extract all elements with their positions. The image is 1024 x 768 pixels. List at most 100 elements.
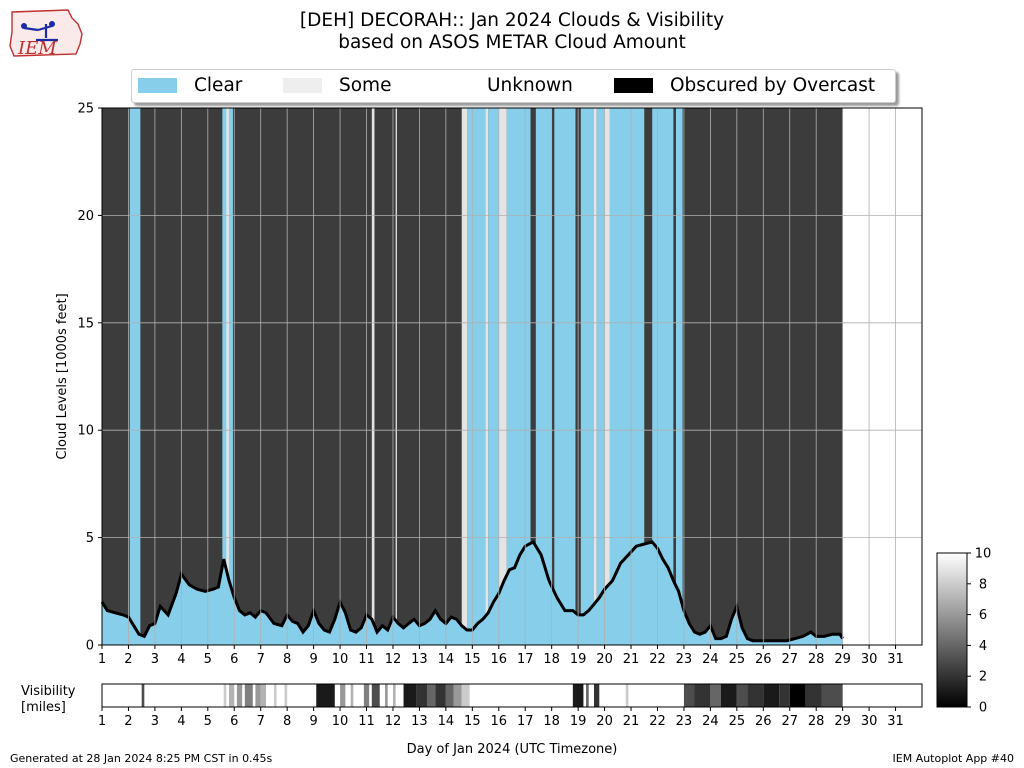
clear-period-2 [467,108,486,645]
footer-app: IEM Autoplot App #40 [892,752,1015,765]
visibility-segment-26 [625,684,629,707]
some-period-2 [395,108,397,645]
colorbar-tick-label-2: 2 [979,670,987,685]
vis-x-tick-label-2: 2 [124,714,132,729]
legend-swatch-clear [138,78,177,93]
visibility-segment-0 [141,684,145,707]
x-tick-label-4: 4 [177,652,185,667]
colorbar-tick-label-8: 8 [979,577,987,592]
x-tick-label-13: 13 [411,652,428,667]
vis-x-tick-label-22: 22 [649,714,666,729]
visibility-segment-1 [223,684,227,707]
visibility-segment-32 [747,684,764,707]
visibility-segment-14 [385,684,388,707]
x-tick-label-6: 6 [230,652,238,667]
clear-period-4 [506,108,531,645]
vis-x-tick-label-11: 11 [358,714,375,729]
x-tick-label-8: 8 [283,652,291,667]
y-tick-label-5: 5 [86,531,94,546]
visibility-label-line-1: [miles] [21,700,66,715]
y-tick-label-20: 20 [77,209,94,224]
visibility-segment-10 [340,684,346,707]
y-tick-label-25: 25 [77,102,94,117]
visibility-segment-24 [586,684,589,707]
legend-swatch-overcast [614,78,653,93]
logo-text: IEM [17,38,57,59]
some-period-1 [371,108,375,645]
visibility-segment-5 [255,684,261,707]
visibility-frame [101,683,923,708]
x-tick-label-16: 16 [491,652,508,667]
legend-label-overcast: Obscured by Overcast [670,75,876,96]
y-tick-label-15: 15 [77,316,94,331]
iem-logo: IEM [6,4,86,66]
x-tick-label-15: 15 [464,652,481,667]
x-tick-label-26: 26 [755,652,772,667]
x-tick-label-2: 2 [124,652,132,667]
clear-period-3 [488,108,499,645]
legend-swatch-unknown [431,78,470,93]
vis-x-tick-label-31: 31 [887,714,904,729]
vis-x-tick-label-8: 8 [283,714,291,729]
x-tick-label-18: 18 [543,652,560,667]
visibility-segment-9 [316,684,335,707]
vis-x-tick-label-15: 15 [464,714,481,729]
vis-x-tick-label-16: 16 [491,714,508,729]
vis-x-tick-label-21: 21 [623,714,640,729]
x-tick-label-24: 24 [702,652,719,667]
vis-x-tick-label-17: 17 [517,714,534,729]
x-axis-label: Day of Jan 2024 (UTC Timezone) [407,742,618,757]
vis-x-tick-label-10: 10 [332,714,349,729]
vis-x-tick-label-20: 20 [596,714,613,729]
x-tick-label-10: 10 [332,652,349,667]
vis-x-tick-label-1: 1 [98,714,106,729]
visibility-segment-4 [244,684,253,707]
legend: Clear Some Unknown Obscured by Overcast [131,69,896,103]
x-tick-label-14: 14 [438,652,455,667]
vis-x-tick-label-9: 9 [309,714,317,729]
visibility-segment-17 [416,684,428,707]
legend-label-some: Some [339,75,392,96]
colorbar-tick-label-4: 4 [979,639,987,654]
x-tick-label-30: 30 [861,652,878,667]
visibility-segment-8 [284,684,288,707]
visibility-segment-11 [350,684,354,707]
visibility-segment-6 [260,684,266,707]
x-tick-label-28: 28 [808,652,825,667]
visibility-segment-7 [273,684,277,707]
visibility-segment-12 [363,684,370,707]
colorbar-tick-label-0: 0 [979,701,987,716]
cloud-base-line [100,539,844,643]
visibility-segment-36 [805,684,822,707]
x-tick-label-20: 20 [596,652,613,667]
x-tick-label-3: 3 [151,652,159,667]
x-tick-label-11: 11 [358,652,375,667]
visibility-segment-15 [392,684,396,707]
x-tick-label-12: 12 [385,652,402,667]
x-tick-label-5: 5 [204,652,212,667]
x-tick-label-25: 25 [729,652,746,667]
clear-period-5 [535,108,552,645]
colorbar-tick-label-6: 6 [979,608,987,623]
some-period-7 [604,108,610,645]
visibility-segment-37 [821,684,843,707]
legend-label-clear: Clear [194,75,243,96]
visibility-segment-28 [694,684,711,707]
y-tick-label-0: 0 [86,639,94,654]
some-period-6 [594,108,597,645]
x-tick-label-21: 21 [623,652,640,667]
x-tick-label-7: 7 [257,652,265,667]
visibility-segment-16 [403,684,417,707]
plot-frame [101,107,923,646]
vis-x-tick-label-27: 27 [781,714,798,729]
clear-period-8 [596,108,605,645]
visibility-segment-33 [763,684,780,707]
some-period-4 [485,108,489,645]
visibility-segment-21 [453,684,462,707]
x-tick-label-17: 17 [517,652,534,667]
visibility-segment-13 [371,684,380,707]
chart-subtitle: based on ASOS METAR Cloud Amount [338,32,686,53]
footer-generated: Generated at 28 Jan 2024 8:25 PM CST in … [10,752,273,765]
chart-title: [DEH] DECORAH:: Jan 2024 Clouds & Visibi… [299,10,725,31]
